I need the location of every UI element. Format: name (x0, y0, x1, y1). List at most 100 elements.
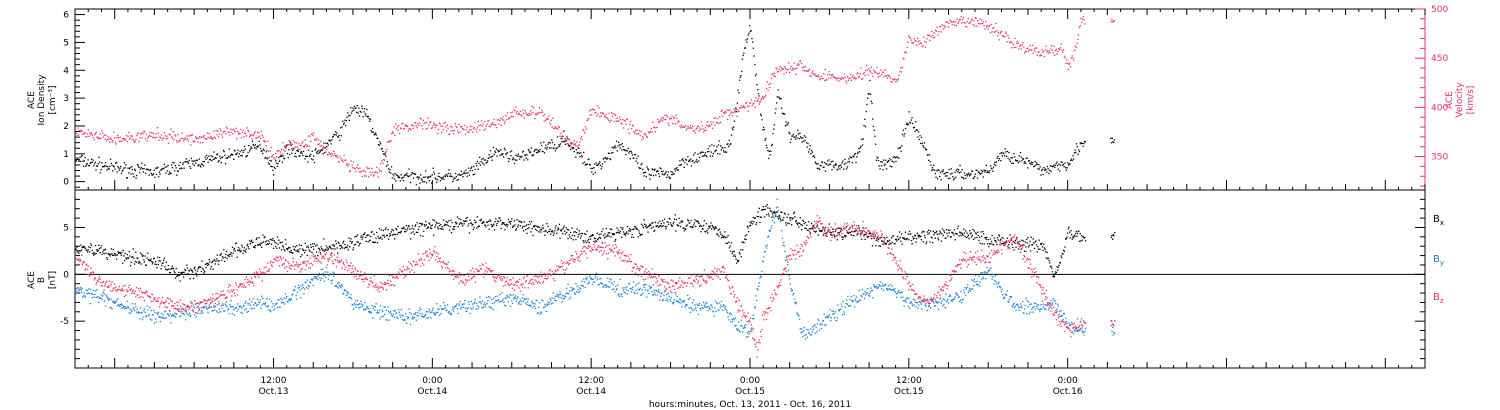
data-point (163, 317, 165, 319)
data-point (1039, 54, 1042, 56)
data-point (246, 127, 248, 129)
data-point (217, 136, 220, 138)
data-point (400, 174, 402, 176)
data-point (351, 242, 353, 244)
data-point (864, 118, 866, 120)
data-point (474, 122, 476, 124)
data-point (476, 127, 479, 129)
data-point (673, 221, 675, 223)
data-point (352, 247, 355, 249)
data-point (1032, 161, 1034, 164)
data-point (304, 288, 306, 290)
data-point (603, 234, 605, 237)
data-point (231, 154, 233, 156)
data-point (723, 112, 726, 115)
data-point (718, 228, 721, 230)
data-point (554, 126, 556, 128)
data-point (788, 71, 791, 74)
data-point (916, 44, 918, 46)
data-point (339, 245, 341, 247)
data-point (372, 241, 375, 244)
data-point (884, 242, 886, 244)
data-point (739, 76, 741, 78)
data-point (555, 127, 557, 129)
data-point (732, 251, 734, 253)
data-point (486, 161, 488, 163)
data-point (148, 314, 150, 316)
data-point (618, 232, 620, 234)
data-point (996, 157, 998, 159)
data-point (851, 76, 853, 78)
data-point (692, 160, 694, 162)
data-point (456, 216, 459, 218)
data-point (466, 216, 469, 219)
data-point (526, 232, 528, 234)
data-point (75, 161, 77, 163)
data-point (1058, 264, 1060, 266)
data-point (982, 233, 985, 235)
data-point (247, 246, 249, 248)
data-point (431, 127, 433, 129)
data-point (959, 232, 962, 234)
data-point (1066, 167, 1068, 169)
data-point (172, 131, 174, 133)
data-point (1075, 143, 1078, 145)
data-point (291, 252, 293, 254)
data-point (151, 319, 153, 321)
data-point (935, 231, 937, 234)
data-point (1069, 62, 1071, 64)
data-point (980, 231, 982, 233)
data-point (214, 259, 216, 261)
data-point (324, 146, 326, 148)
data-point (401, 177, 403, 180)
data-point (891, 241, 893, 244)
data-point (916, 238, 918, 240)
data-point (529, 220, 531, 223)
data-point (235, 242, 237, 245)
data-point (934, 232, 936, 234)
data-point (202, 267, 204, 270)
data-point (515, 112, 517, 114)
data-point (963, 172, 966, 174)
data-point (796, 67, 798, 69)
data-point (92, 293, 94, 296)
data-point (813, 156, 816, 159)
data-point (355, 235, 357, 237)
data-point (908, 35, 910, 37)
data-point (278, 247, 281, 249)
data-point (830, 77, 832, 79)
data-point (390, 172, 392, 174)
data-point (506, 152, 508, 154)
data-point (123, 255, 125, 257)
data-point (807, 229, 809, 232)
data-point (871, 102, 873, 105)
data-point (824, 170, 827, 172)
data-point (114, 302, 116, 304)
data-point (619, 147, 621, 149)
data-point (1009, 234, 1011, 236)
data-point (419, 234, 422, 237)
data-point (137, 132, 139, 134)
data-point (404, 228, 406, 230)
data-point (736, 259, 739, 262)
data-point (791, 218, 793, 220)
data-point (511, 218, 513, 220)
data-point (302, 146, 305, 148)
data-point (298, 284, 300, 287)
data-point (719, 153, 721, 155)
data-point (335, 156, 337, 158)
data-point (896, 235, 899, 238)
data-point (1065, 167, 1067, 169)
data-point (1063, 250, 1065, 253)
data-point (971, 170, 973, 172)
data-point (363, 111, 365, 113)
data-point (374, 171, 376, 174)
data-point (526, 114, 528, 116)
data-point (432, 167, 434, 169)
data-point (206, 264, 208, 266)
data-point (531, 227, 533, 230)
data-point (626, 118, 628, 120)
data-point (924, 147, 926, 149)
data-point (692, 130, 695, 132)
data-point (1073, 152, 1075, 154)
